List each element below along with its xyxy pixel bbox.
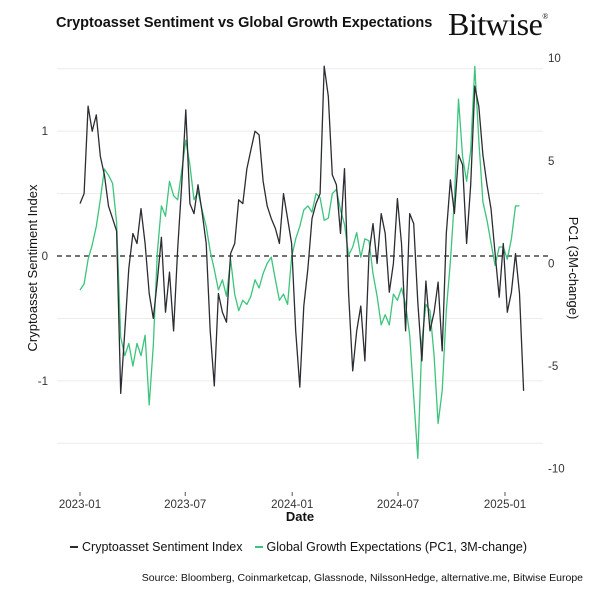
- x-tick-label: 2023-01: [59, 499, 101, 511]
- x-tick-label: 2025-01: [484, 499, 526, 511]
- y-tick-label-right: 5: [548, 156, 554, 168]
- y-tick-label-right: 10: [548, 53, 561, 65]
- y-tick-label-right: 0: [548, 258, 554, 270]
- y-tick-label-left: -1: [38, 376, 48, 388]
- y-tick-label-left: 0: [42, 251, 48, 263]
- legend-swatch-growth: [254, 546, 263, 548]
- x-tick-label: 2024-07: [377, 499, 419, 511]
- y-tick-label-right: -10: [548, 464, 565, 476]
- series-lines: [79, 65, 525, 459]
- legend-label-sentiment: Cryptoasset Sentiment Index: [82, 540, 243, 554]
- x-axis-label: Date: [286, 509, 314, 524]
- legend-swatch-sentiment: [70, 546, 78, 548]
- source-note: Source: Bloomberg, Coinmarketcap, Glassn…: [141, 572, 583, 584]
- y-tick-label-left: 1: [42, 126, 48, 138]
- logo-registered-mark: ®: [542, 12, 548, 21]
- legend-item-growth: Global Growth Expectations (PC1, 3M-chan…: [254, 540, 528, 554]
- legend-item-sentiment: Cryptoasset Sentiment Index: [70, 540, 243, 554]
- sentiment-index-line: [79, 65, 525, 395]
- growth-expectations-line: [79, 65, 520, 459]
- x-tick-label: 2024-01: [271, 499, 313, 511]
- y-tick-label-right: -5: [548, 361, 558, 373]
- y-axis-label-left: Cryptoasset Sentiment Index: [25, 184, 40, 351]
- x-tick-label: 2023-07: [164, 499, 206, 511]
- y-axis-label-right: PC1 (3M-change): [566, 217, 581, 320]
- legend-label-growth: Global Growth Expectations (PC1, 3M-chan…: [266, 540, 528, 554]
- bitwise-logo: Bitwise®: [448, 6, 548, 43]
- chart-title: Cryptoasset Sentiment vs Global Growth E…: [56, 15, 433, 31]
- legend: Cryptoasset Sentiment Index Global Growt…: [70, 540, 533, 554]
- logo-text: Bitwise: [448, 6, 543, 42]
